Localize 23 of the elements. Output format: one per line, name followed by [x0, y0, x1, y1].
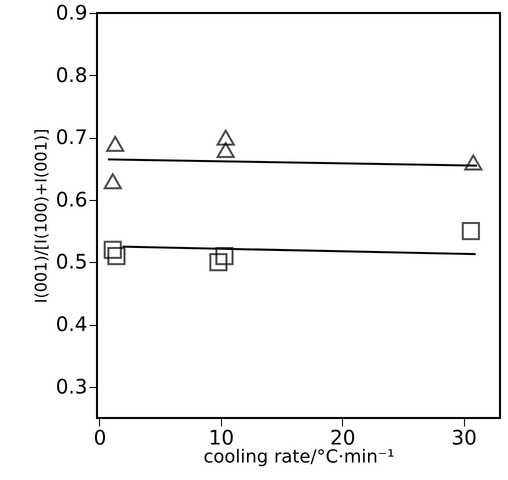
y-tick-label: 0.7	[56, 125, 88, 150]
y-tick-label: 0.4	[56, 312, 88, 336]
x-axis-title: cooling rate/°C·min⁻¹	[203, 446, 395, 468]
point	[215, 246, 234, 266]
point	[106, 136, 124, 152]
y-tick-label: 0.3	[56, 374, 88, 398]
x-tick-label: 10	[208, 426, 234, 450]
y-tick-label: 0.8	[56, 62, 88, 87]
y-axis-title: I(001)/[I(100)+I(001)]	[32, 128, 51, 304]
point	[107, 246, 126, 266]
y-tick-label: 0.9	[56, 0, 88, 24]
y-tick-label: 0.6	[56, 187, 88, 212]
point	[104, 173, 122, 190]
x-tick-label: 20	[330, 426, 356, 450]
point	[462, 222, 480, 240]
y-tick-label: 0.5	[56, 250, 88, 274]
point	[464, 154, 482, 171]
x-tick-label: 0	[94, 426, 106, 450]
x-tick-label: 30	[451, 426, 477, 450]
point	[209, 253, 228, 272]
point	[216, 142, 235, 158]
point	[216, 130, 235, 146]
point	[104, 240, 122, 259]
